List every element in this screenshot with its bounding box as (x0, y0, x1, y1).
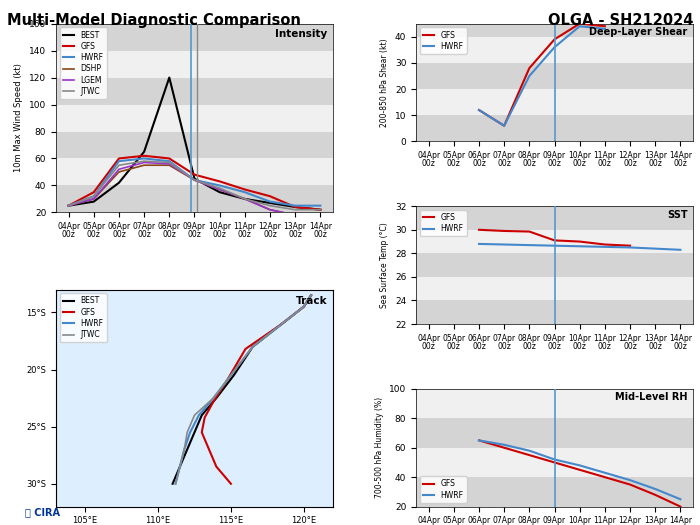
Y-axis label: 200-850 hPa Shear (kt): 200-850 hPa Shear (kt) (380, 38, 389, 127)
Bar (416, 277, 693, 300)
Bar (416, 63, 693, 89)
Bar (56, 78, 333, 104)
Bar (56, 185, 333, 213)
Bar (56, 159, 333, 185)
Legend: GFS, HWRF: GFS, HWRF (420, 210, 466, 236)
Bar (56, 131, 333, 159)
Bar (56, 104, 333, 131)
Text: OLGA - SH212024: OLGA - SH212024 (547, 13, 693, 28)
Bar (416, 37, 693, 63)
Bar (56, 50, 333, 78)
Text: Multi-Model Diagnostic Comparison: Multi-Model Diagnostic Comparison (7, 13, 301, 28)
Bar (416, 418, 693, 448)
Legend: BEST, GFS, HWRF, DSHP, LGEM, JTWC: BEST, GFS, HWRF, DSHP, LGEM, JTWC (60, 27, 106, 99)
Legend: GFS, HWRF: GFS, HWRF (420, 27, 466, 54)
Bar (416, 300, 693, 324)
Bar (416, 254, 693, 277)
Bar (416, 116, 693, 141)
Text: ⓒ CIRA: ⓒ CIRA (25, 507, 60, 517)
Bar (416, 89, 693, 116)
Y-axis label: 10m Max Wind Speed (kt): 10m Max Wind Speed (kt) (15, 64, 24, 172)
Bar (416, 206, 693, 230)
Y-axis label: Sea Surface Temp (°C): Sea Surface Temp (°C) (380, 222, 389, 308)
Bar (416, 477, 693, 507)
Text: Intensity: Intensity (275, 29, 328, 39)
Text: Mid-Level RH: Mid-Level RH (615, 392, 687, 402)
Bar (416, 448, 693, 477)
Bar (416, 389, 693, 418)
Text: Deep-Layer Shear: Deep-Layer Shear (589, 27, 687, 37)
Bar (416, 24, 693, 37)
Y-axis label: 700-500 hPa Humidity (%): 700-500 hPa Humidity (%) (374, 397, 384, 498)
Legend: GFS, HWRF: GFS, HWRF (420, 476, 466, 503)
Bar (416, 230, 693, 254)
Legend: BEST, GFS, HWRF, JTWC: BEST, GFS, HWRF, JTWC (60, 293, 106, 342)
Text: Track: Track (296, 296, 328, 306)
Text: SST: SST (667, 210, 687, 220)
Bar (56, 24, 333, 50)
